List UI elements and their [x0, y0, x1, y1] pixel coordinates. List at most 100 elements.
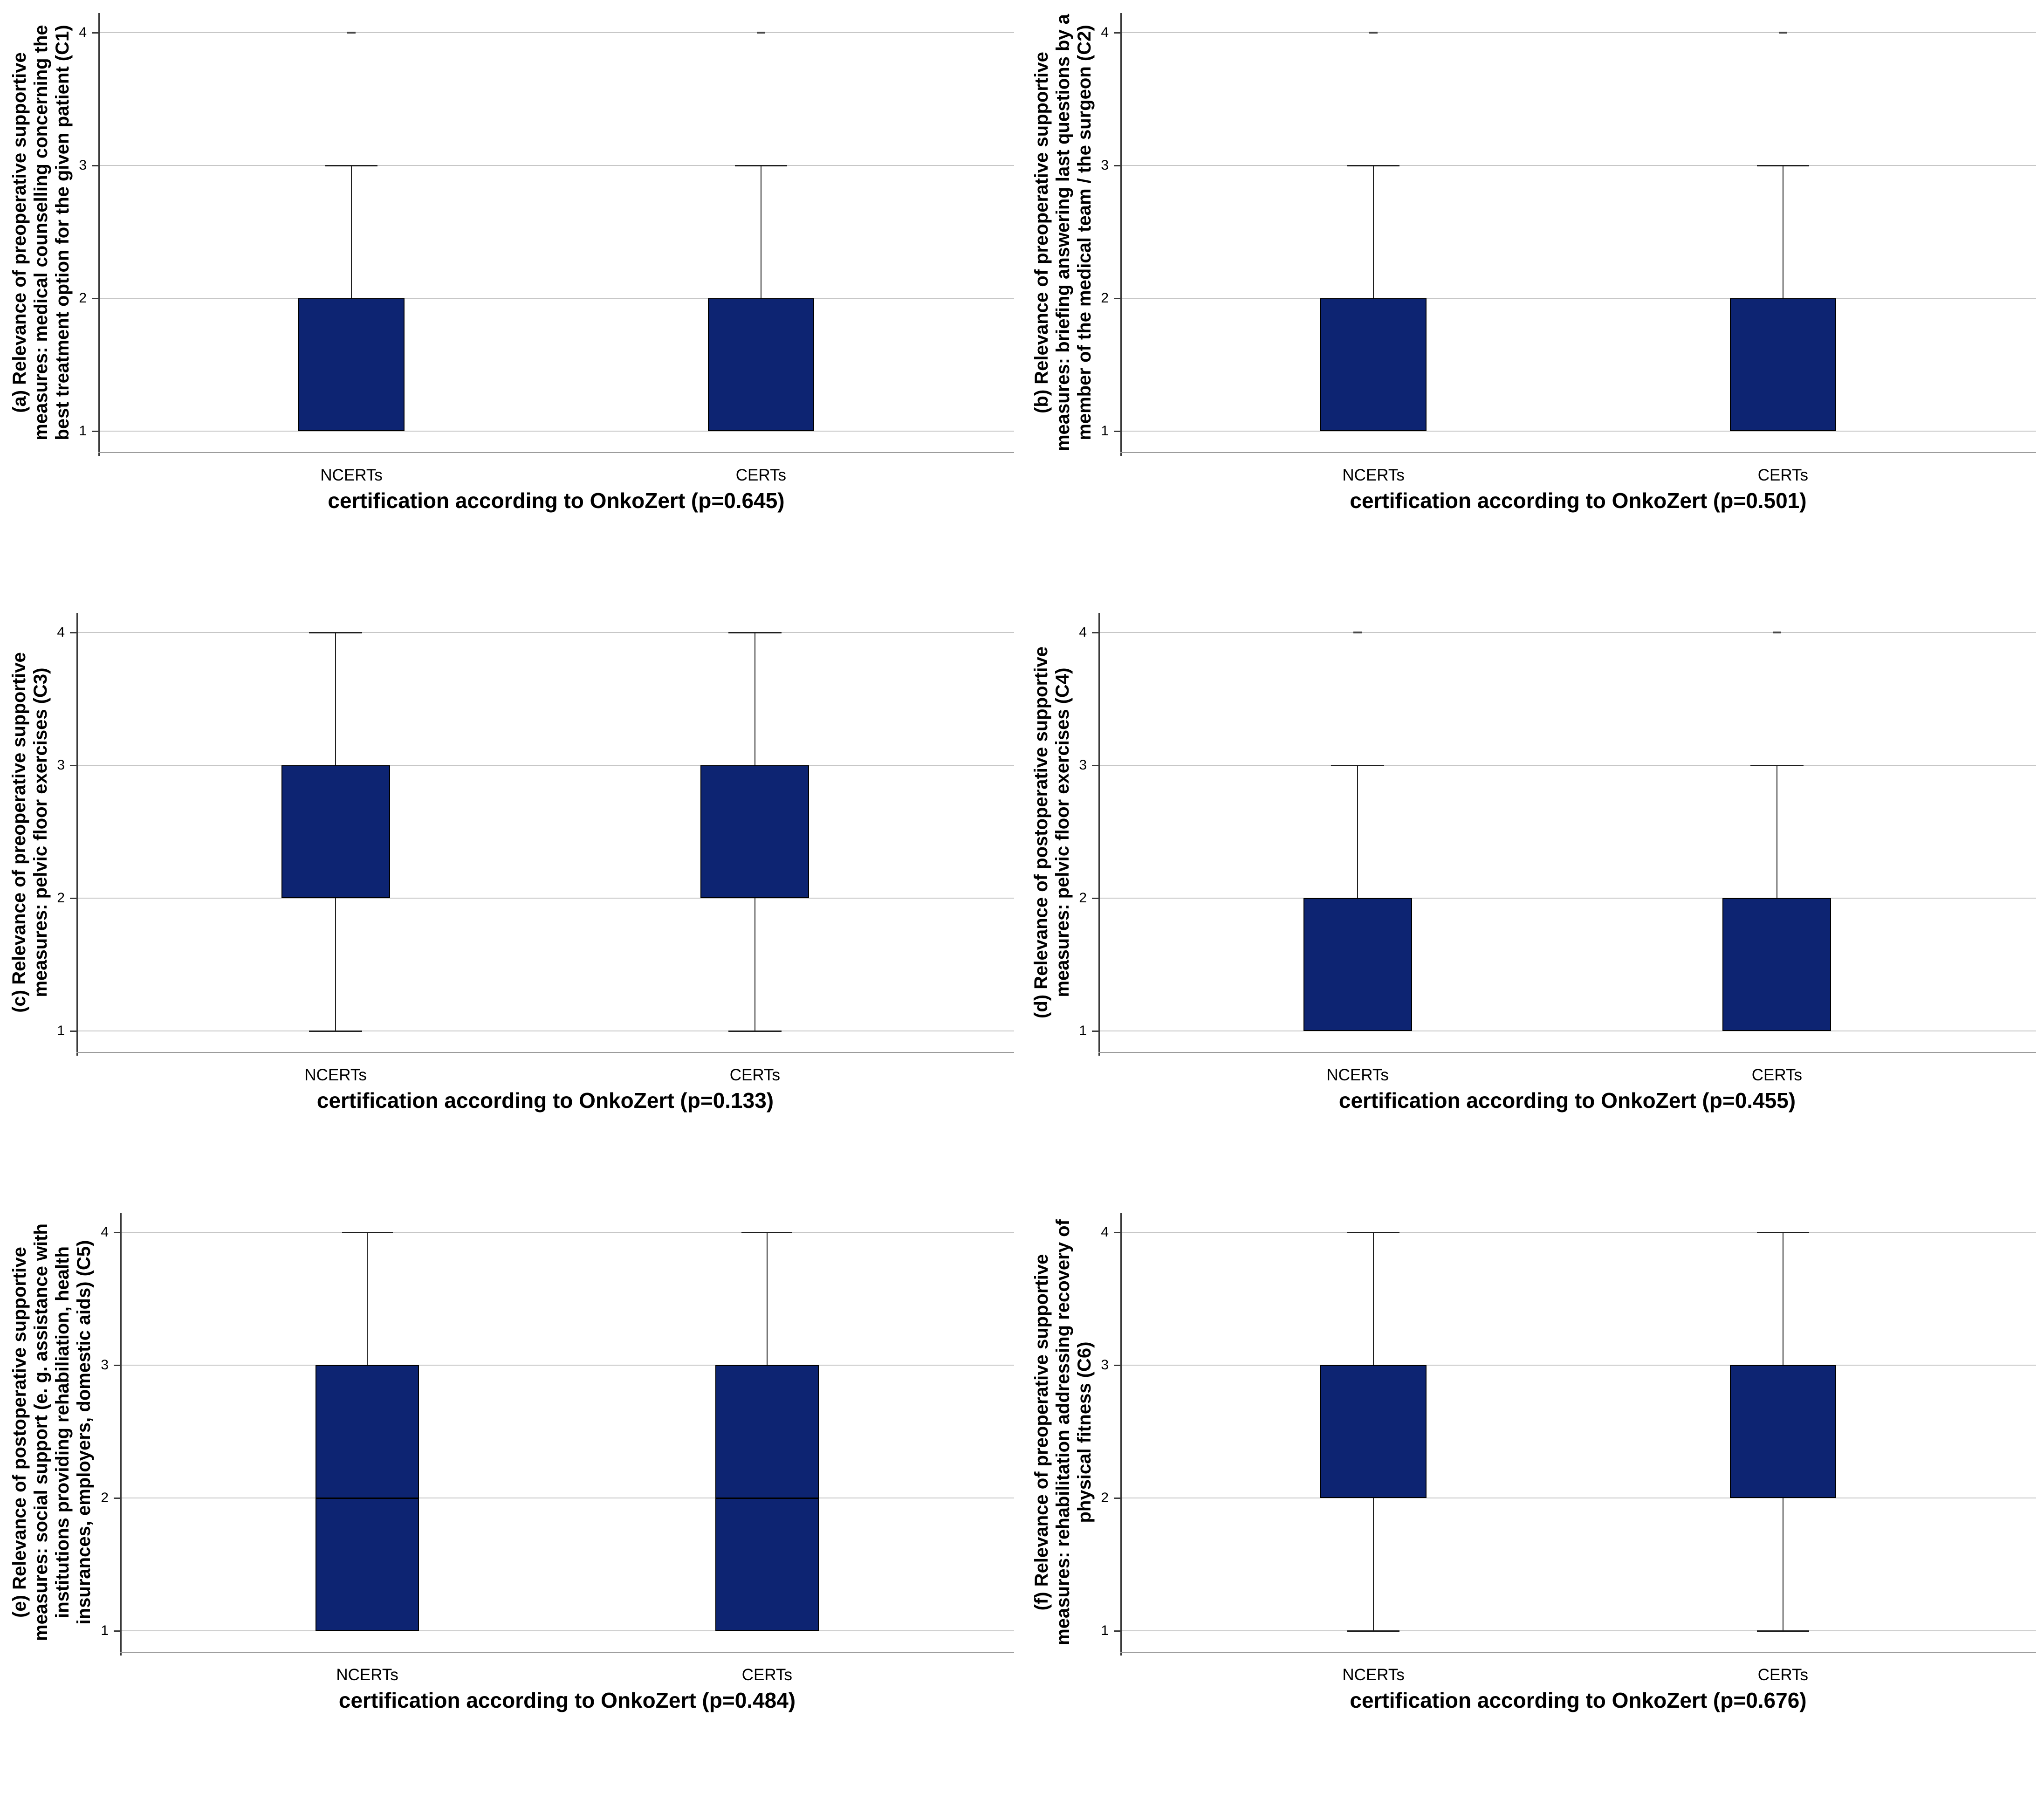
boxplot-panel-c: (c) Relevance of preoperative supportive… [0, 600, 1022, 1200]
upper-whisker [367, 1232, 368, 1365]
gridline-y4 [1120, 32, 2036, 33]
y-tick-mark [1092, 898, 1098, 899]
gridline-y3 [120, 1365, 1014, 1366]
x-axis-title: certification according to OnkoZert (p=0… [316, 1088, 774, 1113]
y-tick-label: 3 [79, 158, 87, 173]
upper-whisker-cap [1756, 165, 1809, 166]
lower-whisker-cap [309, 1031, 363, 1032]
y-tick-mark [92, 32, 98, 34]
box-ncerts [1320, 298, 1427, 431]
extreme-value-mark [347, 32, 356, 34]
upper-whisker-cap [741, 1232, 793, 1233]
y-tick-label: 4 [57, 625, 65, 640]
y-tick-mark [1114, 165, 1120, 166]
upper-whisker [1357, 765, 1358, 898]
upper-whisker [1776, 765, 1777, 898]
y-tick-mark [92, 298, 98, 299]
category-label: NCERTs [320, 466, 383, 484]
y-axis-title: (a) Relevance of preoperative supportive… [9, 25, 73, 440]
y-tick-label: 1 [79, 423, 87, 439]
gridline-y3 [1120, 1365, 2036, 1366]
x-axis-spine [120, 1652, 1014, 1653]
lower-whisker [754, 898, 755, 1031]
y-tick-label: 3 [1101, 1357, 1109, 1373]
y-axis-spine [120, 1213, 122, 1656]
plot-area [98, 13, 1014, 452]
box-ncerts [1320, 1365, 1427, 1498]
upper-whisker [766, 1232, 768, 1365]
y-tick-label: 3 [1101, 158, 1109, 173]
y-axis-spine [98, 13, 100, 456]
plot-area [120, 1213, 1014, 1652]
box-ncerts [298, 298, 405, 431]
upper-whisker [351, 165, 352, 298]
category-label: NCERTs [1326, 1066, 1389, 1084]
y-tick-label: 2 [1101, 290, 1109, 306]
gridline-y1 [98, 431, 1014, 432]
y-axis-title: (f) Relevance of preoperative supportive… [1031, 1219, 1095, 1645]
y-tick-label: 3 [101, 1357, 109, 1373]
box-certs [707, 298, 814, 431]
y-tick-mark [114, 1232, 120, 1233]
upper-whisker-cap [325, 165, 378, 166]
boxplot-panel-e: (e) Relevance of postoperative supportiv… [0, 1200, 1022, 1800]
box-certs [1729, 298, 1836, 431]
category-label: CERTs [735, 466, 786, 484]
x-axis-spine [1120, 1652, 2036, 1653]
lower-whisker-cap [1347, 1630, 1400, 1632]
y-axis-title-box: (f) Relevance of preoperative supportive… [1022, 1213, 1104, 1652]
upper-whisker-cap [309, 632, 363, 633]
category-label: NCERTs [304, 1066, 367, 1084]
gridline-y2 [1098, 898, 2036, 899]
category-label: CERTs [1757, 1666, 1808, 1684]
lower-whisker-cap [1756, 1630, 1809, 1632]
gridline-y4 [1120, 1232, 2036, 1233]
y-tick-mark [1114, 1498, 1120, 1499]
boxplot-panel-a: (a) Relevance of preoperative supportive… [0, 0, 1022, 600]
y-tick-mark [70, 765, 76, 766]
x-axis-spine [1098, 1052, 2036, 1053]
median-line [715, 1498, 819, 1499]
y-tick-label: 3 [1079, 757, 1087, 773]
plot-area [76, 613, 1014, 1052]
category-label: NCERTs [1342, 466, 1405, 484]
gridline-y2 [98, 298, 1014, 299]
category-label: NCERTs [336, 1666, 398, 1684]
extreme-value-mark [1772, 632, 1781, 633]
y-tick-label: 4 [79, 25, 87, 40]
y-tick-mark [1114, 1365, 1120, 1366]
y-tick-label: 1 [57, 1023, 65, 1038]
y-axis-title-box: (d) Relevance of postoperative supportiv… [1022, 613, 1082, 1052]
upper-whisker-cap [342, 1232, 393, 1233]
category-label: CERTs [741, 1666, 792, 1684]
lower-whisker-cap [728, 1031, 782, 1032]
y-tick-mark [70, 1031, 76, 1032]
category-label: CERTs [1757, 466, 1808, 484]
y-axis-spine [1098, 613, 1100, 1056]
box-ncerts [1303, 898, 1412, 1031]
y-tick-mark [1092, 1031, 1098, 1032]
gridline-y1 [1120, 431, 2036, 432]
y-tick-mark [114, 1630, 120, 1632]
gridline-y4 [1098, 632, 2036, 633]
gridline-y3 [98, 165, 1014, 166]
x-axis-title: certification according to OnkoZert (p=0… [1338, 1088, 1796, 1113]
y-tick-mark [70, 632, 76, 633]
y-axis-spine [1120, 1213, 1122, 1656]
extreme-value-mark [756, 32, 765, 34]
y-tick-label: 2 [101, 1490, 109, 1505]
y-axis-title-box: (c) Relevance of preoperative supportive… [0, 613, 60, 1052]
box-certs [700, 765, 809, 898]
y-tick-label: 1 [101, 1623, 109, 1638]
gridline-y3 [1098, 765, 2036, 766]
median-line [316, 1498, 419, 1499]
x-axis-title: certification according to OnkoZert (p=0… [328, 488, 785, 513]
y-tick-label: 1 [1079, 1023, 1087, 1038]
gridline-y4 [98, 32, 1014, 33]
x-axis-spine [76, 1052, 1014, 1053]
y-axis-spine [1120, 13, 1122, 456]
upper-whisker-cap [1347, 165, 1400, 166]
extreme-value-mark [1778, 32, 1787, 34]
y-axis-title: (e) Relevance of postoperative supportiv… [9, 1223, 94, 1641]
gridline-y2 [76, 898, 1014, 899]
